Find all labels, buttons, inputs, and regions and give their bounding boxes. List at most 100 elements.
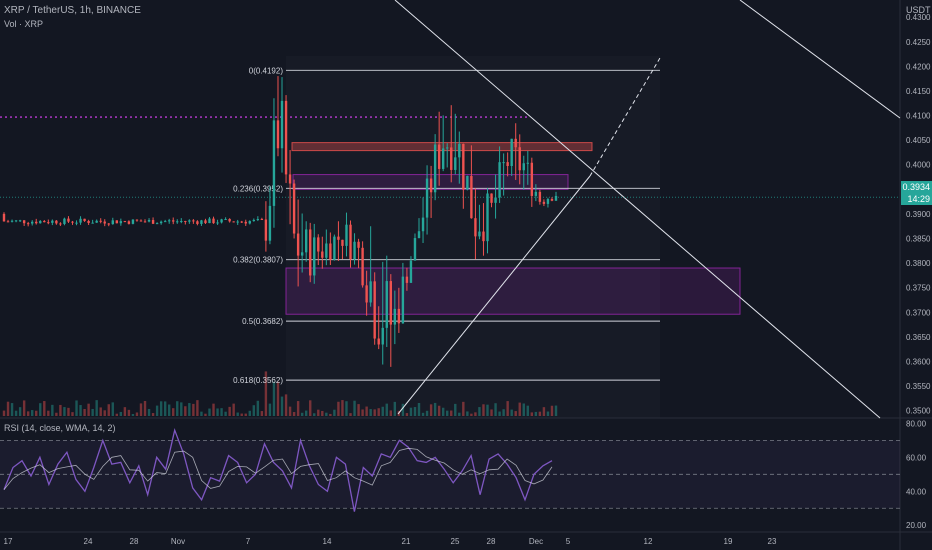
price-tick-label: 0.3750 <box>906 284 931 293</box>
volume-bar <box>429 404 433 416</box>
candle-body <box>208 218 211 224</box>
candle-body <box>31 221 34 224</box>
volume-bar <box>135 412 139 416</box>
volume-bar <box>514 411 517 416</box>
volume-bar <box>490 409 493 416</box>
zone-lower <box>285 267 741 315</box>
candle-body <box>119 221 123 224</box>
volume-bar <box>220 408 223 416</box>
candle-body <box>155 223 159 225</box>
candle-body <box>304 229 308 253</box>
volume-bar <box>256 400 260 416</box>
time-tick-label: Dec <box>529 537 543 546</box>
candle-body <box>526 162 529 164</box>
volume-bar <box>188 403 191 416</box>
candle-body <box>18 220 22 222</box>
candle-body <box>99 220 102 222</box>
candle-body <box>385 281 388 328</box>
volume-bar <box>87 403 90 416</box>
candle-body <box>216 222 219 224</box>
price-tick-label: 0.4100 <box>906 112 931 121</box>
candle-body <box>482 231 485 242</box>
volume-bar <box>107 404 110 416</box>
candle-body <box>361 247 364 286</box>
volume-bar <box>292 412 296 416</box>
candle-body <box>59 223 62 225</box>
currency-label: USDT <box>906 5 931 15</box>
volume-bar <box>498 411 501 416</box>
candle-body <box>2 213 6 222</box>
candle-body <box>135 219 139 221</box>
candle-body <box>353 241 356 260</box>
volume-bar <box>268 403 272 416</box>
volume-bar <box>482 404 485 416</box>
candle-body <box>393 308 397 325</box>
candle-body <box>296 233 300 256</box>
candle-body <box>131 219 135 224</box>
volume-bar <box>236 412 239 416</box>
volume-bar <box>95 400 98 416</box>
bar-countdown: 14:29 <box>901 193 932 205</box>
candle-body <box>172 220 175 222</box>
candle-body <box>397 308 401 324</box>
candle-body <box>441 148 445 169</box>
candle-body <box>260 219 264 221</box>
volume-bar <box>172 408 175 416</box>
volume-bar <box>18 407 22 416</box>
time-tick-label: 28 <box>130 537 139 546</box>
candle-body <box>522 163 525 171</box>
volume-bar <box>79 405 82 416</box>
volume-bar <box>470 413 473 416</box>
fib-level-label: 0.382(0.3807) <box>233 256 283 265</box>
volume-bar <box>365 406 368 416</box>
volume-bar <box>228 406 231 416</box>
time-tick-label: 5 <box>566 537 571 546</box>
time-tick-label: 14 <box>323 537 332 546</box>
candle-body <box>433 144 437 193</box>
volume-bar <box>143 400 147 416</box>
volume-bar <box>163 401 167 416</box>
volume-bar <box>506 401 509 416</box>
candle-body <box>546 199 550 204</box>
candle-body <box>514 138 517 148</box>
candle-body <box>123 221 127 223</box>
price-tick-label: 0.3550 <box>906 382 931 391</box>
volume-bar <box>176 401 179 416</box>
volume-bar <box>244 413 247 416</box>
candle-body <box>143 221 147 223</box>
time-tick-label: 17 <box>4 537 13 546</box>
volume-bar <box>216 408 219 416</box>
volume-bar <box>123 407 127 416</box>
volume-bar <box>91 408 94 416</box>
candle-body <box>446 147 449 149</box>
volume-bar <box>115 413 119 416</box>
candle-body <box>167 220 171 222</box>
volume-bar <box>518 402 521 416</box>
symbol-legend[interactable]: XRP / TetherUS, 1h, BINANCE <box>4 5 141 16</box>
candle-body <box>288 174 292 184</box>
volume-legend[interactable]: Vol · XRP <box>4 19 44 29</box>
rsi-legend[interactable]: RSI (14, close, WMA, 14, 2) <box>4 423 116 433</box>
fib-level-label: 0(0.4192) <box>249 66 284 75</box>
volume-bar <box>462 401 465 416</box>
volume-bar <box>357 404 360 416</box>
price-tick-label: 0.3900 <box>906 210 931 219</box>
rsi-tick-label: 20.00 <box>906 521 927 530</box>
candle-body <box>220 219 223 223</box>
candle-body <box>236 221 239 223</box>
candle-body <box>212 218 215 224</box>
volume-bar <box>59 404 62 416</box>
volume-bar <box>99 407 102 416</box>
candle-body <box>71 221 74 223</box>
ascending-trendline-extension <box>589 57 661 177</box>
volume-bar <box>260 411 264 416</box>
volume-bar <box>345 401 348 416</box>
candle-body <box>67 218 70 222</box>
volume-bar <box>10 403 14 416</box>
volume-bar <box>284 394 288 416</box>
candle-body <box>333 236 336 260</box>
candle-body <box>313 237 316 276</box>
candle-body <box>530 162 534 196</box>
candle-body <box>292 183 296 234</box>
